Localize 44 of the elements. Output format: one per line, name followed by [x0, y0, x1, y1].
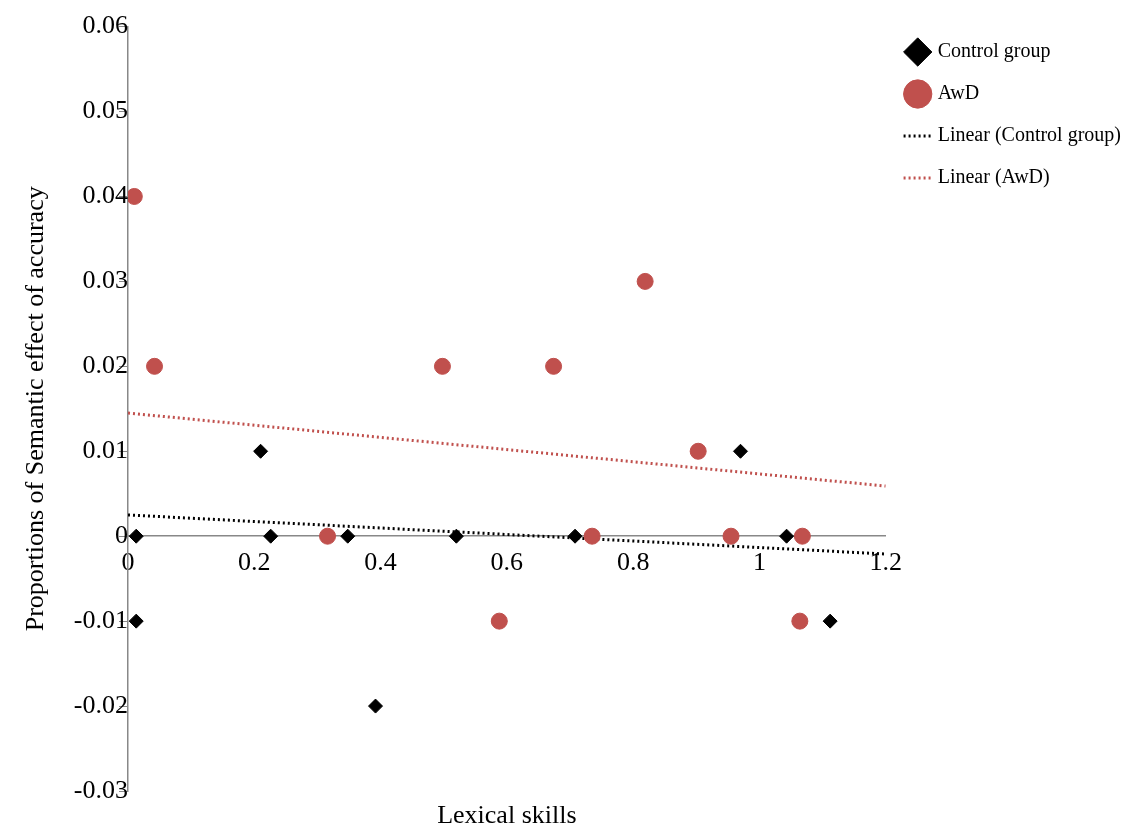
legend-label: Linear (AwD): [937, 165, 1050, 189]
point: [128, 528, 144, 544]
point: [793, 527, 811, 545]
point: [146, 357, 164, 375]
point: [779, 528, 795, 544]
y-tick-label: 0.04: [82, 180, 128, 210]
x-axis-title: Lexical skills: [437, 799, 577, 829]
point: [340, 528, 356, 544]
point: [263, 528, 279, 544]
point: [545, 357, 563, 375]
x-tick-label: 0.2: [238, 546, 271, 576]
legend-label: AwD: [937, 81, 980, 104]
point: [791, 612, 809, 630]
y-tick-label: 0.05: [82, 95, 128, 125]
x-tick-label: 0.4: [364, 546, 397, 576]
y-tick-label: 0.02: [82, 350, 128, 380]
point: [567, 528, 583, 544]
point: [448, 528, 464, 544]
y-tick-label: 0: [115, 520, 128, 550]
x-tick-label: 1: [752, 546, 766, 576]
y-tick-label: -0.03: [73, 774, 128, 804]
point: [689, 442, 707, 460]
legend-label: Control group: [937, 39, 1051, 63]
point: [732, 443, 748, 459]
y-tick-label: 0.01: [82, 435, 128, 465]
point: [433, 357, 451, 375]
y-tick-label: -0.01: [73, 604, 128, 634]
point: [368, 698, 384, 714]
x-tick-label: 0.8: [616, 546, 650, 576]
point: [319, 527, 337, 545]
y-tick-label: 0.03: [82, 265, 128, 295]
y-tick-label: -0.02: [73, 689, 128, 719]
y-axis-title: Proportions of Semantic effect of accuracy: [19, 186, 49, 632]
point: [722, 527, 740, 545]
legend-label: Linear (Control group): [937, 123, 1121, 147]
point: [128, 613, 144, 629]
point: [490, 612, 508, 630]
y-tick-label: 0.06: [82, 10, 128, 40]
x-tick-label: 1.2: [869, 546, 902, 576]
point: [583, 527, 601, 545]
x-tick-label: 0.6: [490, 546, 524, 576]
point: [636, 272, 654, 290]
point: [253, 443, 269, 459]
point: [822, 613, 838, 629]
